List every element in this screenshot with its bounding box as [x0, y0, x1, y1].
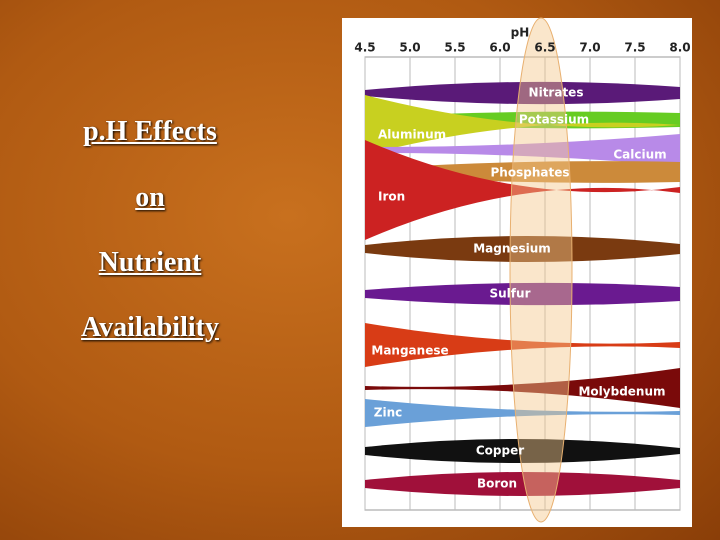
nutrient-band [365, 282, 680, 306]
tick-label: 8.0 [669, 41, 690, 55]
nutrient-band [365, 368, 680, 408]
tick-label: 5.5 [444, 41, 465, 55]
nutrient-label: Boron [477, 477, 517, 491]
tick-label: 7.0 [579, 41, 600, 55]
axis-label: pH [511, 26, 530, 40]
nutrient-label: Magnesium [473, 242, 551, 256]
nutrient-band [365, 323, 680, 367]
nutrient-band [365, 81, 680, 105]
tick-label: 7.5 [624, 41, 645, 55]
nutrient-band [365, 399, 680, 427]
nutrient-label: Copper [476, 444, 524, 458]
nutrient-band [365, 472, 680, 496]
nutrient-label: Phosphates [491, 166, 570, 180]
title-line: on [135, 182, 165, 213]
tick-label: 5.0 [399, 41, 420, 55]
optimal-range [509, 17, 573, 523]
tick-label: 6.5 [534, 41, 555, 55]
nutrient-label: Potassium [519, 113, 589, 127]
nutrient-label: Zinc [374, 406, 402, 420]
nutrient-band [365, 140, 680, 240]
nutrient-band [365, 438, 680, 464]
nutrient-band [365, 95, 680, 155]
tick-label: 4.5 [354, 41, 375, 55]
nutrient-label: Molybdenum [578, 385, 665, 399]
nutrient-band [365, 235, 680, 263]
title-line: p.H Effects [83, 116, 217, 147]
nutrient-label: Manganese [371, 344, 448, 358]
nutrient-label: Sulfur [490, 287, 531, 301]
nutrient-label: Iron [378, 190, 405, 204]
nutrient-band [365, 134, 680, 166]
nutrient-label: Calcium [613, 148, 666, 162]
title-line: Availability [81, 312, 219, 343]
nutrient-label: Aluminum [378, 128, 446, 142]
title-line: Nutrient [98, 247, 202, 278]
nutrient-label: Nitrates [529, 86, 584, 100]
tick-label: 6.0 [489, 41, 510, 55]
